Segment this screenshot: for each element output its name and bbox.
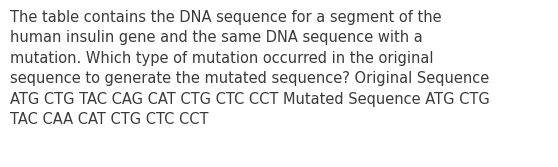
Text: The table contains the DNA sequence for a segment of the
human insulin gene and : The table contains the DNA sequence for …	[10, 10, 490, 127]
